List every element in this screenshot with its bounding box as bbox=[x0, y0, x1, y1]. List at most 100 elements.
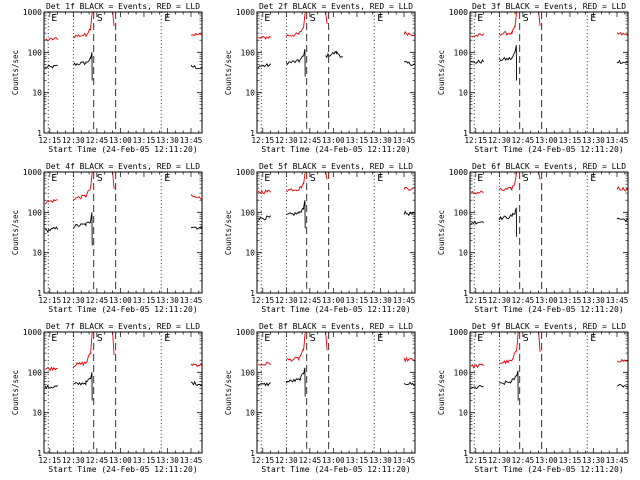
x-tick-label: 12:30 bbox=[275, 296, 298, 305]
y-tick-label: 1 bbox=[250, 289, 255, 298]
plot-frame bbox=[469, 171, 629, 294]
x-axis-label: Start Time (24-Feb-05 12:11:20) bbox=[48, 145, 197, 154]
marker-label-E: E bbox=[264, 13, 270, 24]
x-tick-label: 13:00 bbox=[322, 456, 345, 465]
x-tick-label: 13:30 bbox=[369, 296, 392, 305]
x-tick-label: 13:30 bbox=[369, 456, 392, 465]
y-tick-label: 1000 bbox=[23, 328, 42, 337]
x-tick-label: 12:30 bbox=[62, 296, 85, 305]
y-tick-label: 100 bbox=[241, 208, 256, 217]
y-tick-label: 1 bbox=[250, 129, 255, 138]
series-line-events bbox=[44, 372, 202, 401]
x-tick-label: 12:45 bbox=[299, 456, 322, 465]
x-axis-label: Start Time (24-Feb-05 12:11:20) bbox=[474, 465, 623, 474]
x-tick-label: 13:30 bbox=[582, 296, 605, 305]
x-tick-label: 13:00 bbox=[535, 456, 558, 465]
series-line-lld bbox=[257, 172, 415, 194]
x-tick-label: 12:30 bbox=[62, 456, 85, 465]
marker-label-E: E bbox=[164, 13, 170, 24]
chart-panel-7f: Det 7f BLACK = Events, RED = LLD E S E 1 10 10… bbox=[11, 322, 203, 474]
y-axis-label: Counts/sec bbox=[11, 50, 20, 95]
x-tick-label: 12:15 bbox=[465, 296, 488, 305]
chart-title: Det 3f BLACK = Events, RED = LLD bbox=[472, 2, 626, 11]
marker-label-E: E bbox=[264, 333, 270, 344]
y-tick-label: 1 bbox=[37, 449, 42, 458]
marker-label-S: S bbox=[310, 333, 316, 344]
y-tick-label: 1000 bbox=[449, 8, 468, 17]
y-tick-label: 10 bbox=[32, 89, 42, 98]
y-tick-label: 1 bbox=[463, 129, 468, 138]
series-line-events bbox=[257, 367, 415, 397]
x-tick-label: 12:15 bbox=[252, 296, 275, 305]
x-tick-label: 13:15 bbox=[133, 136, 156, 145]
x-tick-label: 13:15 bbox=[346, 456, 369, 465]
x-tick-label: 13:15 bbox=[346, 296, 369, 305]
x-axis-label: Start Time (24-Feb-05 12:11:20) bbox=[48, 465, 197, 474]
series-line-events bbox=[257, 200, 415, 229]
x-tick-label: 13:00 bbox=[322, 296, 345, 305]
y-axis-label: Counts/sec bbox=[11, 210, 20, 255]
y-tick-label: 10 bbox=[245, 89, 255, 98]
x-tick-label: 12:30 bbox=[488, 136, 511, 145]
chart-title: Det 5f BLACK = Events, RED = LLD bbox=[259, 162, 413, 171]
x-tick-label: 12:45 bbox=[86, 296, 109, 305]
series-line-events bbox=[44, 212, 202, 246]
x-tick-label: 13:15 bbox=[133, 296, 156, 305]
y-tick-label: 100 bbox=[28, 48, 43, 57]
x-tick-label: 13:45 bbox=[393, 296, 416, 305]
y-tick-label: 10 bbox=[458, 89, 468, 98]
y-tick-label: 10 bbox=[245, 249, 255, 258]
x-tick-label: 13:45 bbox=[180, 296, 203, 305]
x-tick-label: 13:30 bbox=[582, 136, 605, 145]
x-axis-label: Start Time (24-Feb-05 12:11:20) bbox=[48, 305, 197, 314]
plot-frame bbox=[43, 331, 203, 454]
marker-label-E: E bbox=[51, 173, 57, 184]
marker-label-S: S bbox=[97, 333, 103, 344]
y-axis-label: Counts/sec bbox=[437, 50, 446, 95]
series-line-lld bbox=[470, 332, 628, 369]
chart-title: Det 9f BLACK = Events, RED = LLD bbox=[472, 322, 626, 331]
chart-panel-9f: Det 9f BLACK = Events, RED = LLD E S E 1 10 10… bbox=[437, 322, 629, 474]
marker-label-S: S bbox=[310, 173, 316, 184]
x-tick-label: 13:30 bbox=[156, 296, 179, 305]
chart-title: Det 8f BLACK = Events, RED = LLD bbox=[259, 322, 413, 331]
chart-panel-8f: Det 8f BLACK = Events, RED = LLD E S E 1 10 10… bbox=[224, 322, 416, 474]
y-axis-label: Counts/sec bbox=[437, 210, 446, 255]
chart-panel-5f: Det 5f BLACK = Events, RED = LLD E S E 1 10 10… bbox=[224, 162, 416, 314]
x-tick-label: 13:15 bbox=[559, 456, 582, 465]
marker-label-E: E bbox=[377, 173, 383, 184]
y-tick-label: 10 bbox=[458, 249, 468, 258]
x-tick-label: 13:45 bbox=[606, 456, 629, 465]
marker-label-E: E bbox=[377, 13, 383, 24]
x-tick-label: 13:30 bbox=[369, 136, 392, 145]
x-tick-label: 13:45 bbox=[180, 136, 203, 145]
y-tick-label: 10 bbox=[458, 409, 468, 418]
x-tick-label: 13:15 bbox=[559, 296, 582, 305]
x-tick-label: 13:00 bbox=[109, 296, 132, 305]
series-line-lld bbox=[44, 332, 202, 372]
plot-frame bbox=[256, 331, 416, 454]
y-tick-label: 1000 bbox=[236, 8, 255, 17]
plot-frame bbox=[469, 11, 629, 134]
y-axis-label: Counts/sec bbox=[437, 370, 446, 415]
y-tick-label: 1000 bbox=[449, 328, 468, 337]
y-tick-label: 10 bbox=[245, 409, 255, 418]
y-axis-label: Counts/sec bbox=[11, 370, 20, 415]
marker-label-S: S bbox=[523, 333, 529, 344]
chart-title: Det 4f BLACK = Events, RED = LLD bbox=[46, 162, 200, 171]
x-tick-label: 12:45 bbox=[299, 296, 322, 305]
x-tick-label: 12:30 bbox=[488, 296, 511, 305]
x-tick-label: 13:15 bbox=[346, 136, 369, 145]
x-axis-label: Start Time (24-Feb-05 12:11:20) bbox=[474, 305, 623, 314]
x-tick-label: 13:15 bbox=[133, 456, 156, 465]
y-tick-label: 10 bbox=[32, 409, 42, 418]
y-tick-label: 1 bbox=[463, 289, 468, 298]
series-line-lld bbox=[470, 172, 628, 195]
y-tick-label: 10 bbox=[32, 249, 42, 258]
y-tick-label: 100 bbox=[241, 48, 256, 57]
x-tick-label: 12:30 bbox=[275, 136, 298, 145]
y-tick-label: 100 bbox=[454, 48, 469, 57]
x-axis-label: Start Time (24-Feb-05 12:11:20) bbox=[261, 465, 410, 474]
x-tick-label: 13:15 bbox=[559, 136, 582, 145]
